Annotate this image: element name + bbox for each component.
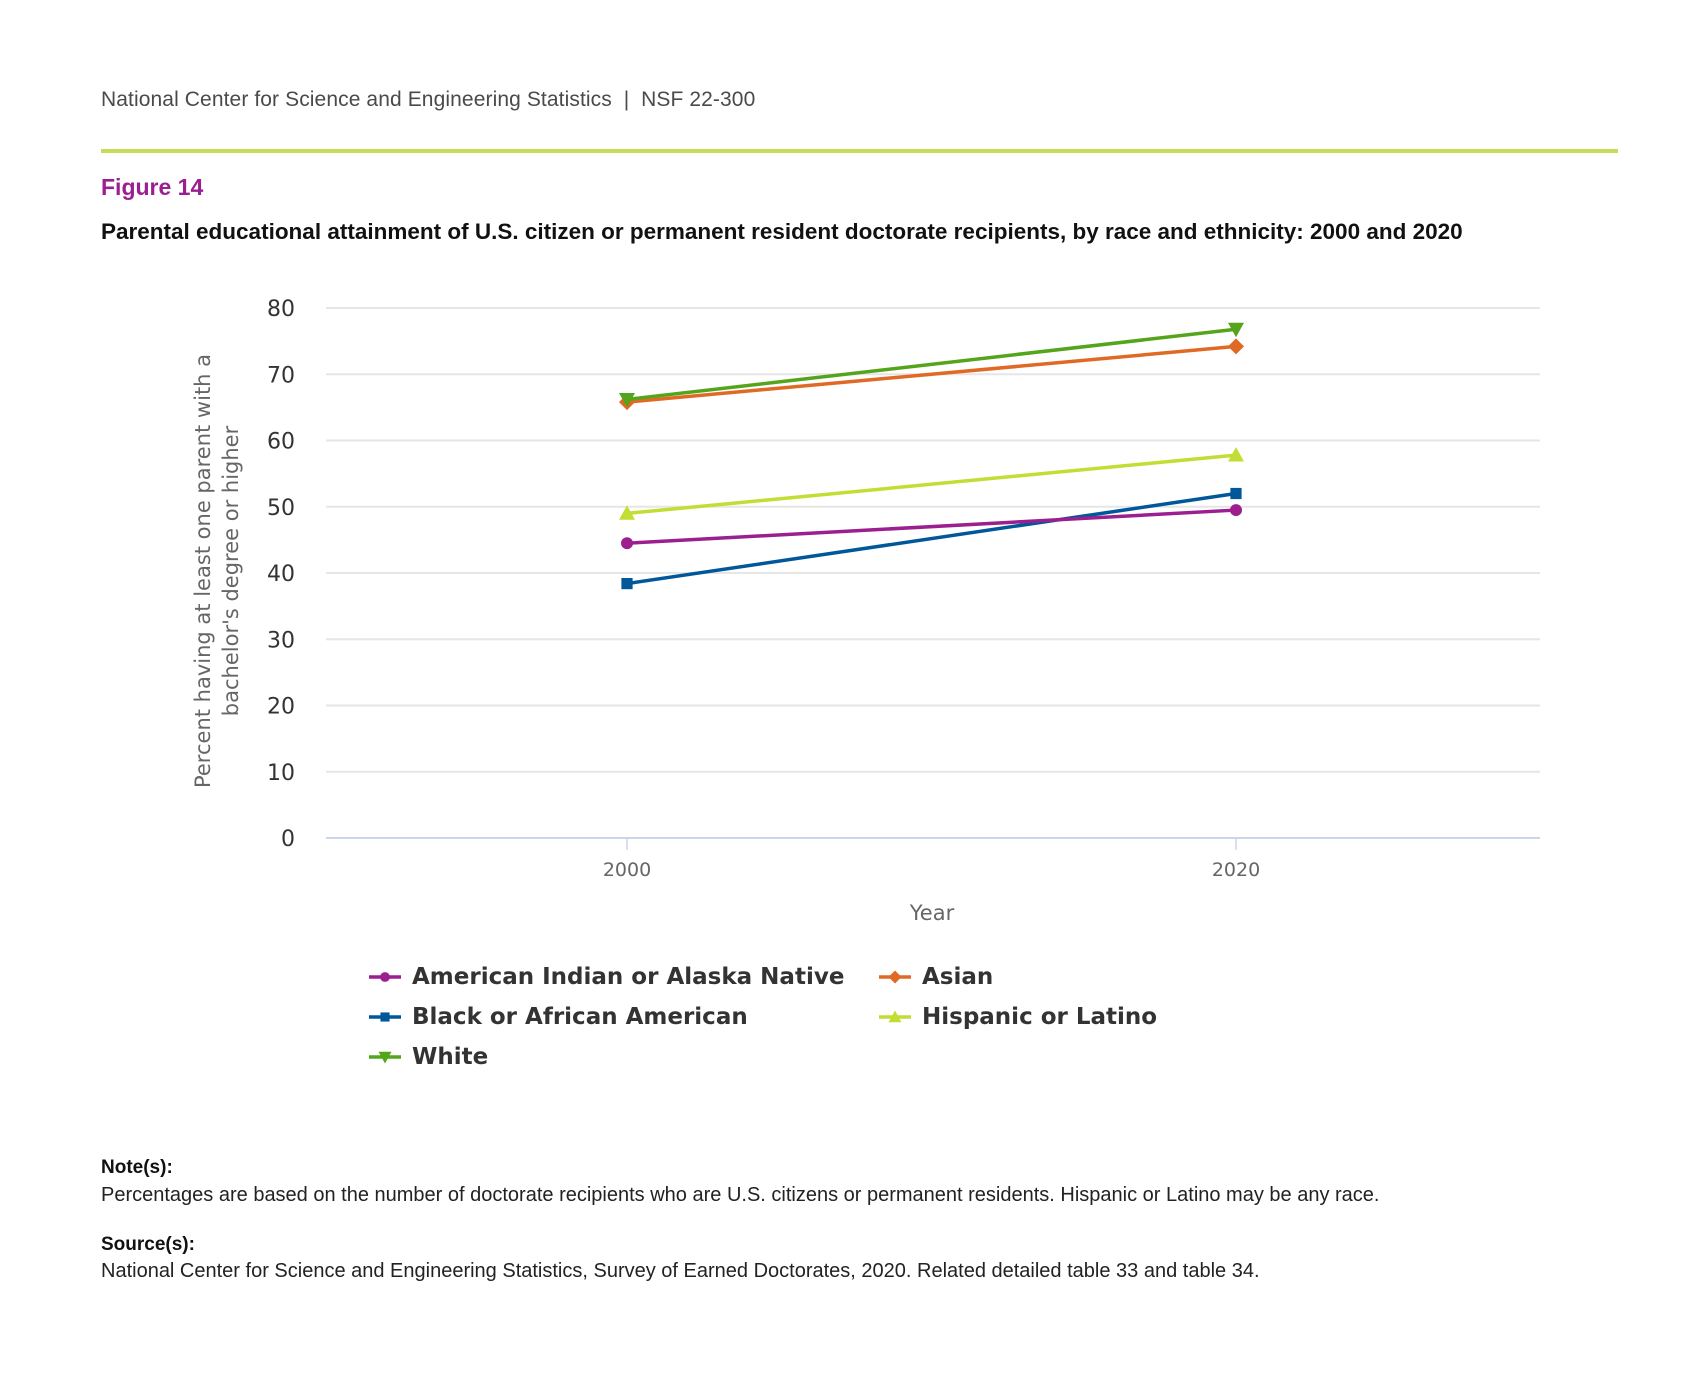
legend-marker	[378, 1051, 392, 1064]
data-point[interactable]	[619, 393, 635, 408]
y-tick-label: 20	[267, 695, 295, 720]
legend-marker	[380, 1012, 390, 1022]
series-line[interactable]	[626, 453, 1237, 516]
legend-label: Black or African American	[412, 1004, 748, 1030]
series-line[interactable]	[626, 327, 1237, 402]
data-point[interactable]	[621, 578, 633, 590]
legend-marker	[380, 972, 390, 982]
y-tick-label: 40	[267, 562, 295, 587]
circle-marker-icon	[369, 972, 401, 982]
y-tick-label: 60	[267, 430, 295, 455]
x-tick-label: 2020	[1212, 859, 1260, 881]
x-tick-label: 2000	[603, 859, 651, 881]
line-chart: 0 10 20 30 40 50 60 70 80 2000 2020 Percent havin…	[191, 297, 1540, 925]
legend-label: White	[412, 1044, 489, 1070]
legend-item[interactable]: Hispanic or Latino	[878, 1004, 1157, 1030]
legend-item[interactable]: Black or African American	[368, 1004, 748, 1030]
x-axis-title: Year	[909, 901, 955, 925]
legend-item[interactable]: American Indian or Alaska Native	[368, 964, 844, 990]
source-text: National Center for Science and Engineer…	[101, 1260, 1260, 1282]
legend-item[interactable]: Asian	[878, 964, 993, 990]
series-white	[619, 322, 1244, 408]
source-heading: Source(s):	[101, 1234, 195, 1255]
series-american-indian-or-alaska-native	[621, 504, 1242, 550]
series-line[interactable]	[626, 491, 1237, 586]
data-point[interactable]	[1230, 487, 1242, 500]
data-point[interactable]	[1228, 322, 1244, 338]
series-black-or-african-american	[621, 487, 1242, 590]
y-tick-label: 70	[267, 363, 295, 388]
x-axis: 2000 2020	[603, 838, 1260, 881]
y-tick-label: 10	[267, 761, 295, 786]
data-point[interactable]	[1230, 504, 1242, 517]
legend-label: American Indian or Alaska Native	[412, 964, 845, 990]
y-axis-title-line-1: Percent having at least one parent with …	[191, 354, 215, 788]
triangle-up-marker-icon	[879, 1010, 911, 1023]
legend-item[interactable]: White	[368, 1044, 488, 1070]
publisher-header: National Center for Science and Engineer…	[101, 88, 756, 111]
legend-marker	[888, 970, 902, 984]
y-axis-title-line-2: bachelor's degree or higher	[219, 425, 243, 716]
data-point[interactable]	[1228, 447, 1244, 462]
header-divider	[101, 149, 1618, 153]
figure-title: Parental educational attainment of U.S. …	[101, 219, 1463, 244]
y-axis-ticks: 0 10 20 30 40 50 60 70 80	[267, 297, 295, 852]
legend-label: Hispanic or Latino	[922, 1004, 1158, 1030]
legend-label: Asian	[922, 964, 994, 990]
series-group	[619, 322, 1244, 590]
figure-label: Figure 14	[101, 174, 204, 200]
gridlines	[326, 307, 1540, 839]
y-tick-label: 0	[281, 827, 295, 852]
data-point[interactable]	[1228, 338, 1244, 355]
triangle-down-marker-icon	[369, 1051, 401, 1064]
y-tick-label: 50	[267, 496, 295, 521]
notes-heading: Note(s):	[101, 1157, 173, 1178]
diamond-marker-icon	[879, 970, 911, 984]
series-hispanic-or-latino	[619, 447, 1244, 520]
square-marker-icon	[369, 1012, 401, 1022]
notes-text: Percentages are based on the number of d…	[101, 1184, 1380, 1206]
y-tick-label: 30	[267, 628, 295, 653]
series-line[interactable]	[626, 344, 1237, 404]
series-line[interactable]	[626, 508, 1237, 545]
data-point[interactable]	[619, 505, 635, 520]
y-tick-label: 80	[267, 297, 295, 322]
legend-marker	[888, 1010, 902, 1023]
data-point[interactable]	[621, 537, 633, 550]
